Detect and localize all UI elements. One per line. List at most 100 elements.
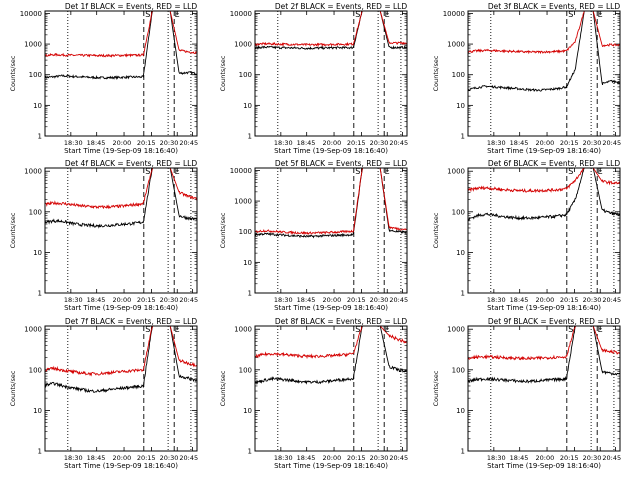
x-tick-label: 18:45	[87, 454, 106, 462]
chart-panel-6: Det 6f BLACK = Events, RED = LLD Counts/s…	[432, 159, 621, 312]
y-tick-label: 1000	[234, 198, 252, 206]
x-tick-label: 20:00	[323, 139, 342, 147]
chart-title: Det 5f BLACK = Events, RED = LLD	[275, 159, 408, 168]
y-axis-label: Counts/sec	[9, 370, 17, 406]
x-tick-label: 20:30	[583, 296, 602, 304]
end-marker-label: E	[598, 10, 603, 19]
chart-title: Det 9f BLACK = Events, RED = LLD	[488, 317, 621, 326]
x-tick-label: 20:30	[160, 454, 179, 462]
x-tick-label: 20:45	[389, 139, 408, 147]
x-tick-label: 20:15	[560, 454, 579, 462]
y-axis-label: Counts/sec	[9, 55, 17, 91]
y-axis-label: Counts/sec	[432, 370, 440, 406]
chart-panel-9: Det 9f BLACK = Events, RED = LLD Counts/s…	[432, 317, 621, 470]
x-tick-label: 18:30	[64, 139, 83, 147]
y-axis-label: Counts/sec	[219, 370, 227, 406]
y-axis-label: Counts/sec	[219, 55, 227, 91]
y-axis-label: Counts/sec	[9, 212, 17, 248]
plot-frame	[254, 325, 408, 452]
end-marker-label: E	[175, 325, 180, 334]
y-tick-label: 1000	[234, 41, 252, 49]
series-line-events	[467, 167, 621, 221]
x-tick-label: 18:30	[487, 454, 506, 462]
chart-title: Det 3f BLACK = Events, RED = LLD	[488, 2, 621, 11]
x-tick-label: 20:30	[370, 296, 389, 304]
x-tick-label: 20:15	[347, 454, 366, 462]
x-axis-label: Start Time (19-Sep-09 18:16:40)	[64, 147, 178, 155]
series-line-lld	[467, 167, 621, 194]
y-tick-label: 10	[456, 102, 465, 110]
x-tick-label: 20:00	[113, 454, 132, 462]
y-tick-label: 10	[243, 407, 252, 415]
y-tick-label: 100	[29, 366, 42, 374]
end-marker-label: E	[385, 325, 390, 334]
chart-title: Det 6f BLACK = Events, RED = LLD	[488, 159, 621, 168]
y-tick-label: 10	[243, 259, 252, 267]
y-axis-label: Counts/sec	[432, 55, 440, 91]
y-tick-label: 1000	[447, 326, 465, 334]
series-line-lld	[467, 325, 621, 361]
plot-frame	[44, 325, 198, 452]
start-marker-label: S	[568, 10, 573, 19]
start-marker-label: S	[145, 167, 150, 176]
x-tick-label: 20:00	[113, 139, 132, 147]
plot-frame	[44, 10, 198, 137]
plot-frame	[467, 10, 621, 137]
x-tick-label: 20:15	[560, 139, 579, 147]
end-marker-label: E	[175, 167, 180, 176]
chart-panel-1: Det 1f BLACK = Events, RED = LLD Counts/s…	[9, 2, 198, 155]
x-tick-label: 20:30	[160, 139, 179, 147]
x-tick-label: 20:15	[347, 296, 366, 304]
start-marker-label: S	[355, 325, 360, 334]
y-tick-label: 1	[248, 133, 252, 141]
y-tick-label: 100	[452, 71, 465, 79]
series-line-lld	[44, 325, 198, 377]
y-tick-label: 1	[461, 290, 465, 298]
start-marker-label: S	[355, 167, 360, 176]
y-tick-label: 1	[38, 290, 42, 298]
x-tick-label: 18:30	[64, 296, 83, 304]
x-tick-label: 20:15	[347, 139, 366, 147]
x-tick-label: 20:15	[137, 454, 156, 462]
y-tick-label: 1	[38, 133, 42, 141]
y-tick-label: 1000	[447, 41, 465, 49]
end-marker-label: E	[175, 10, 180, 19]
y-tick-label: 10000	[230, 10, 252, 18]
chart-title: Det 7f BLACK = Events, RED = LLD	[65, 317, 198, 326]
chart-title: Det 8f BLACK = Events, RED = LLD	[275, 317, 408, 326]
end-marker-label: E	[385, 10, 390, 19]
x-tick-label: 20:15	[560, 296, 579, 304]
end-marker-label: E	[598, 167, 603, 176]
start-marker-label: S	[145, 10, 150, 19]
start-marker-label: S	[568, 325, 573, 334]
chart-title: Det 4f BLACK = Events, RED = LLD	[65, 159, 198, 168]
plot-frame	[44, 167, 198, 294]
chart-title: Det 1f BLACK = Events, RED = LLD	[65, 2, 198, 11]
y-tick-label: 1	[248, 448, 252, 456]
x-tick-label: 20:30	[583, 139, 602, 147]
x-tick-label: 20:45	[602, 139, 621, 147]
y-tick-label: 10	[33, 249, 42, 257]
x-axis-label: Start Time (19-Sep-09 18:16:40)	[487, 304, 601, 312]
y-axis-label: Counts/sec	[219, 212, 227, 248]
y-tick-label: 1	[248, 290, 252, 298]
x-tick-label: 18:45	[297, 454, 316, 462]
y-tick-label: 10	[33, 102, 42, 110]
y-tick-label: 10	[456, 407, 465, 415]
x-tick-label: 20:00	[536, 139, 555, 147]
x-axis-label: Start Time (19-Sep-09 18:16:40)	[487, 147, 601, 155]
x-tick-label: 18:30	[487, 139, 506, 147]
series-line-events	[44, 167, 198, 229]
x-tick-label: 18:45	[510, 454, 529, 462]
chart-panel-4: Det 4f BLACK = Events, RED = LLD Counts/s…	[9, 159, 198, 312]
plot-frame	[254, 10, 408, 137]
y-tick-label: 10	[456, 249, 465, 257]
x-axis-label: Start Time (19-Sep-09 18:16:40)	[274, 147, 388, 155]
x-tick-label: 18:45	[510, 139, 529, 147]
series-line-lld	[255, 167, 408, 236]
x-tick-label: 20:00	[323, 296, 342, 304]
x-tick-label: 20:30	[370, 139, 389, 147]
x-axis-label: Start Time (19-Sep-09 18:16:40)	[64, 304, 178, 312]
start-marker-label: S	[568, 167, 573, 176]
